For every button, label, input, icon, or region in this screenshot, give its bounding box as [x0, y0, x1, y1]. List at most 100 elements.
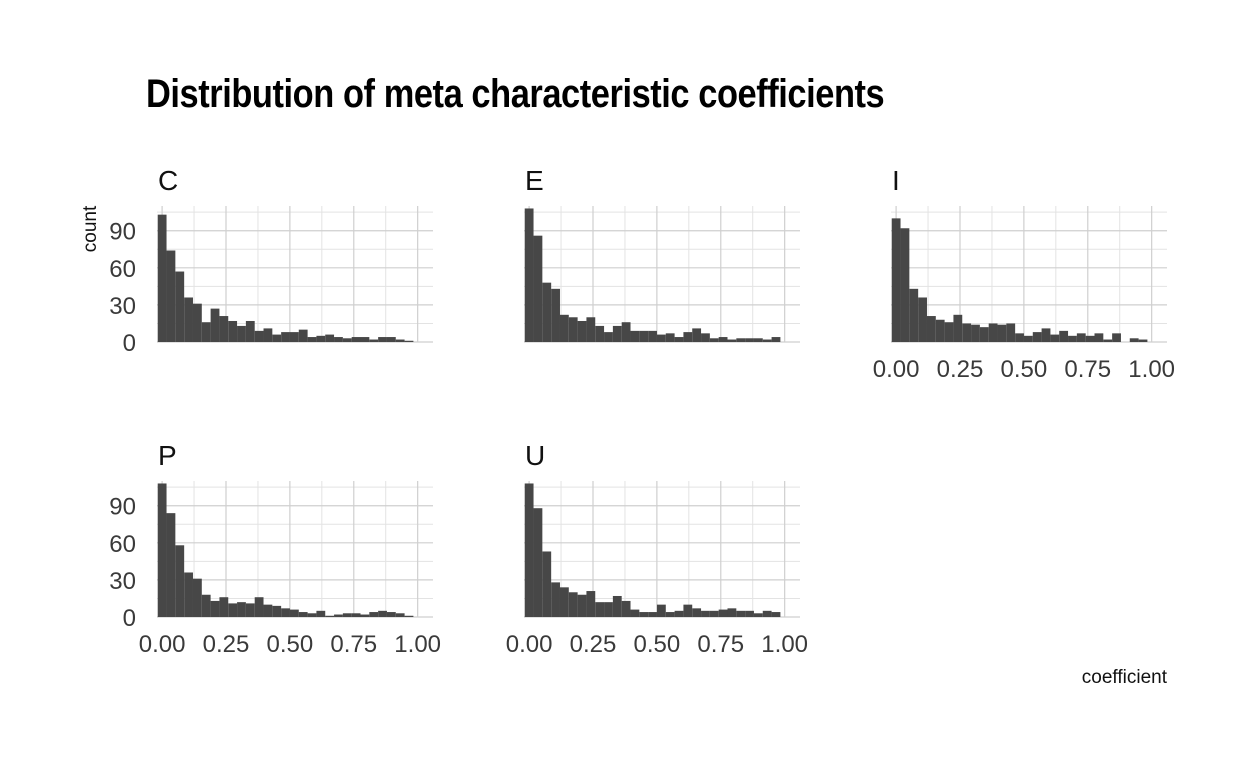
histogram-bar: [639, 330, 649, 342]
histogram-bar: [718, 337, 728, 342]
histogram-bar: [692, 328, 702, 342]
histogram-bar: [604, 332, 613, 342]
x-tick-label: 0.50: [1001, 356, 1048, 383]
histogram-bar: [325, 615, 335, 617]
y-tick-label: 30: [109, 293, 136, 320]
histogram-bar: [683, 604, 693, 617]
x-tick-label: 0.25: [203, 631, 250, 658]
facet-panel-u: U 0.00 0.25 0.50 0.75 1.00: [506, 440, 808, 658]
histogram-bar: [395, 339, 405, 342]
histogram-bar: [736, 338, 746, 342]
histogram-bar: [184, 297, 193, 342]
histogram-bar: [342, 613, 352, 617]
histogram-bar: [395, 613, 405, 617]
histogram-bar: [926, 316, 936, 342]
histogram-bar: [979, 327, 989, 342]
facet-strip-label: C: [158, 165, 178, 196]
histogram-bar: [1129, 338, 1139, 342]
histogram-bar: [953, 314, 963, 342]
histogram-bar: [263, 604, 273, 617]
histogram-bar: [237, 325, 246, 342]
histogram-bar: [674, 337, 684, 342]
histogram-bar: [577, 320, 587, 342]
histogram-bar: [1112, 333, 1121, 342]
histogram-bar: [192, 578, 202, 617]
facet-panel-p: P 0.00 0.25 0.50 0.75 1.00 0 30 60 90: [109, 440, 441, 658]
histogram-bar: [386, 337, 396, 342]
x-tick-label: 0.75: [330, 631, 377, 658]
histogram-bar: [228, 320, 238, 342]
histogram-bar: [1076, 333, 1086, 342]
histogram-bar: [595, 602, 605, 617]
histogram-bar: [369, 339, 379, 342]
histogram-bar: [1015, 333, 1024, 342]
histogram-bar: [201, 594, 211, 617]
histogram-bar: [718, 609, 728, 617]
histogram-bar: [762, 610, 772, 617]
histogram-bar: [378, 610, 387, 617]
histogram-bar: [559, 314, 569, 342]
histogram-bar: [254, 330, 264, 342]
histogram-bar: [745, 338, 754, 342]
histogram-bar: [386, 612, 396, 617]
histogram-bar: [1103, 339, 1113, 342]
histogram-bar: [621, 600, 631, 617]
histogram-bar: [351, 337, 361, 342]
histogram-bar: [360, 337, 370, 342]
histogram-bar: [175, 545, 185, 617]
histogram-bar: [316, 610, 326, 617]
histogram-bar: [692, 608, 702, 617]
histogram-bar: [753, 338, 763, 342]
histogram-bar: [604, 602, 613, 617]
x-tick-label: 0.25: [937, 356, 984, 383]
histogram-bar: [175, 271, 185, 342]
y-tick-label: 90: [109, 219, 136, 246]
histogram-bar: [771, 612, 781, 617]
histogram-bar: [568, 317, 578, 342]
histogram-bar: [192, 303, 202, 342]
histogram-bar: [201, 322, 211, 342]
histogram-bar: [289, 332, 299, 342]
histogram-bar: [665, 333, 675, 342]
histogram-bar: [157, 483, 167, 617]
histogram-bar: [891, 218, 901, 342]
x-tick-label: 0.00: [506, 631, 553, 658]
x-tick-label: 1.00: [1128, 356, 1175, 383]
histogram-bar: [753, 613, 763, 617]
histogram-bar: [524, 483, 534, 617]
histogram-bar: [210, 600, 220, 617]
histogram-bar: [272, 334, 282, 342]
histogram-bar: [1041, 328, 1051, 342]
histogram-bar: [542, 551, 552, 617]
histogram-bar: [935, 319, 945, 342]
x-tick-label: 0.00: [139, 631, 186, 658]
histogram-bar: [656, 604, 666, 617]
histogram-bar: [307, 337, 317, 342]
histogram-bar: [542, 282, 552, 342]
facet-panel-c: C 0 30 60 90: [109, 165, 433, 357]
y-axis-title: count: [80, 205, 101, 252]
histogram-bar: [665, 612, 675, 617]
x-tick-label: 0.25: [570, 631, 617, 658]
histogram-bar: [909, 288, 919, 342]
histogram-bar: [316, 335, 326, 342]
y-tick-label: 30: [109, 568, 136, 595]
histogram-bar: [524, 208, 534, 342]
histogram-bar: [325, 334, 335, 342]
histogram-bar: [298, 329, 308, 342]
histogram-bar: [1094, 333, 1104, 342]
histogram-bar: [551, 288, 560, 342]
histogram-bar: [157, 214, 167, 342]
histogram-bar: [360, 614, 370, 617]
histogram-bar: [944, 322, 954, 342]
x-tick-label: 0.75: [1064, 356, 1111, 383]
histogram-bar: [709, 338, 719, 342]
histogram-bar: [237, 602, 246, 617]
histogram-bar: [245, 603, 255, 617]
histogram-bar: [1085, 335, 1095, 342]
histogram-bar: [272, 605, 282, 617]
histogram-bar: [166, 513, 176, 617]
y-tick-label: 60: [109, 256, 136, 283]
histogram-bar: [988, 323, 998, 342]
histogram-bar: [997, 324, 1007, 342]
